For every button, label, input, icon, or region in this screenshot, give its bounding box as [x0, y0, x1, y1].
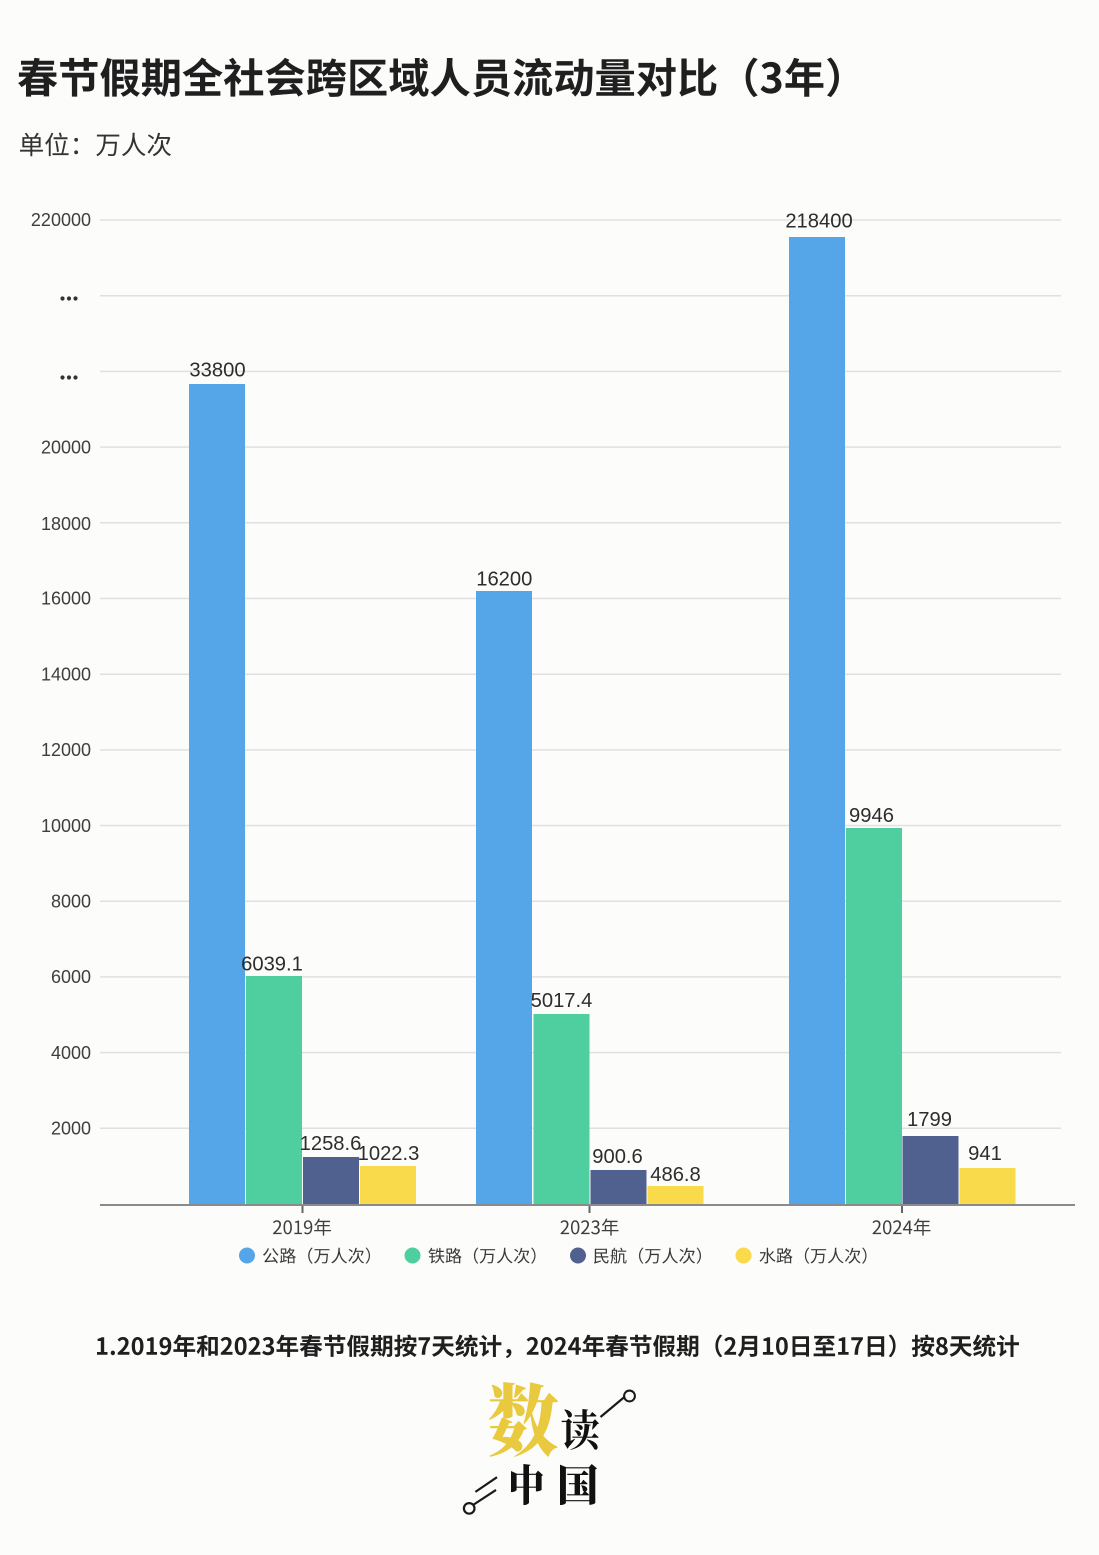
svg-text:16000: 16000	[41, 589, 91, 609]
svg-text:8000: 8000	[51, 892, 91, 912]
svg-text:2000: 2000	[51, 1119, 91, 1139]
svg-text:5017.4: 5017.4	[531, 990, 593, 1012]
svg-text:1799: 1799	[907, 1109, 952, 1131]
svg-text:9946: 9946	[849, 805, 894, 827]
svg-text:218400: 218400	[785, 211, 852, 233]
svg-text:486.8: 486.8	[650, 1164, 701, 1186]
svg-text:18000: 18000	[41, 514, 91, 534]
svg-text:14000: 14000	[41, 664, 91, 684]
svg-text:6039.1: 6039.1	[241, 954, 303, 976]
svg-text:900.6: 900.6	[592, 1146, 643, 1168]
svg-text:16200: 16200	[476, 569, 532, 591]
svg-text:33800: 33800	[189, 360, 245, 382]
svg-text:1022.3: 1022.3	[358, 1143, 420, 1165]
svg-text:4000: 4000	[51, 1043, 91, 1063]
svg-text:941: 941	[968, 1143, 1002, 1165]
svg-text:10000: 10000	[41, 816, 91, 836]
svg-text:20000: 20000	[41, 437, 91, 457]
svg-text:1258.6: 1258.6	[300, 1133, 362, 1155]
svg-text:6000: 6000	[51, 967, 91, 987]
svg-text:12000: 12000	[41, 740, 91, 760]
svg-text:220000: 220000	[31, 210, 91, 230]
